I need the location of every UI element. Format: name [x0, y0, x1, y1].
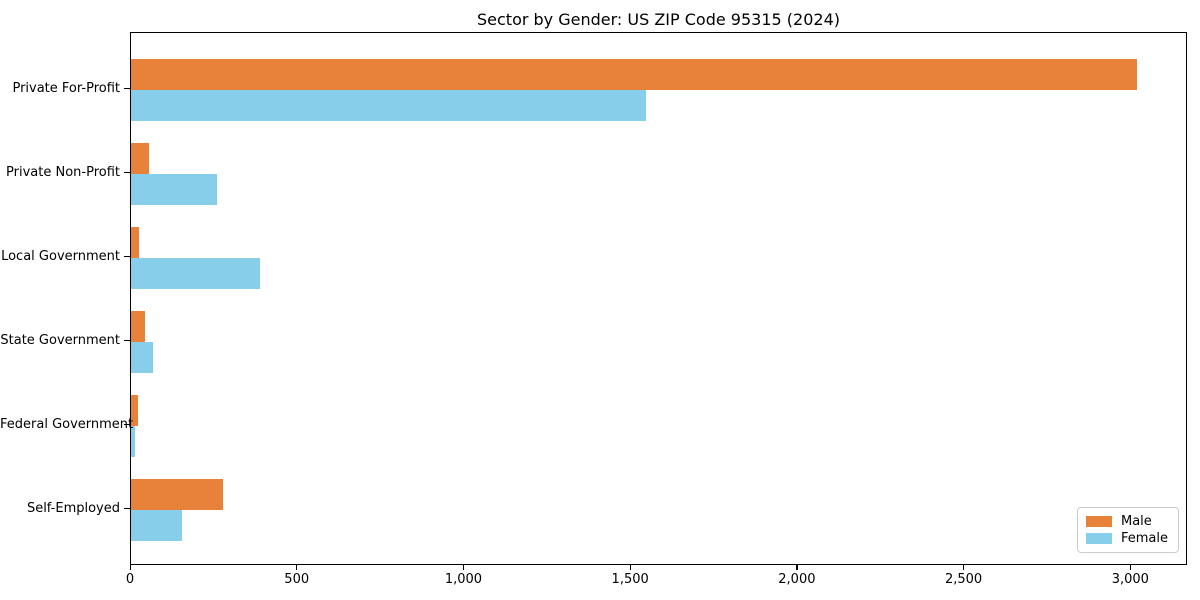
bar-male-federal-government	[131, 394, 139, 426]
legend-label-female: Female	[1120, 531, 1168, 546]
x-tick-label-2-500: 2,500	[944, 572, 983, 587]
y-tick-label-private-non-profit: Private Non-Profit	[6, 164, 120, 180]
y-tick-mark	[124, 508, 130, 510]
x-tick-label-500: 500	[284, 572, 310, 587]
y-tick-mark	[124, 424, 130, 426]
y-tick-mark	[124, 172, 130, 174]
legend: Male Female	[1076, 507, 1179, 553]
bar-female-local-government	[131, 257, 261, 289]
legend-entry-male: Male	[1085, 513, 1168, 530]
y-tick-label-state-government: State Government	[0, 332, 120, 348]
legend-swatch-female	[1085, 533, 1112, 544]
bar-female-self-employed	[131, 509, 183, 541]
bar-female-private-for-profit	[131, 89, 647, 121]
bar-female-state-government	[131, 341, 154, 373]
x-tick-mark	[1129, 565, 1131, 570]
legend-label-male: Male	[1120, 514, 1152, 529]
x-tick-label-1-500: 1,500	[611, 572, 649, 587]
bar-male-self-employed	[131, 478, 224, 510]
x-tick-mark	[462, 565, 465, 570]
x-tick-label-2-000: 2,000	[778, 572, 816, 587]
bar-male-private-for-profit	[131, 58, 1138, 90]
x-tick-mark	[129, 565, 131, 570]
bar-male-local-government	[131, 226, 139, 258]
bar-male-private-non-profit	[131, 142, 150, 174]
y-tick-mark	[124, 256, 130, 258]
y-tick-mark	[124, 88, 130, 90]
x-tick-mark	[796, 565, 798, 570]
chart-title: Sector by Gender: US ZIP Code 95315 (202…	[477, 10, 840, 29]
x-tick-label-0: 0	[125, 572, 135, 587]
bar-male-state-government	[131, 310, 145, 342]
x-tick-label-3-000: 3,000	[1111, 572, 1149, 587]
x-tick-mark	[629, 565, 631, 570]
legend-entry-female: Female	[1085, 530, 1168, 547]
y-tick-label-federal-government: Federal Government	[0, 416, 134, 432]
bar-female-private-non-profit	[131, 173, 218, 205]
y-tick-label-private-for-profit: Private For-Profit	[12, 80, 120, 96]
x-tick-mark	[296, 565, 298, 570]
bar-female-federal-government	[131, 425, 135, 457]
y-tick-label-local-government: Local Government	[1, 248, 120, 264]
y-tick-label-self-employed: Self-Employed	[26, 500, 120, 516]
y-tick-mark	[124, 340, 130, 342]
legend-swatch-male	[1085, 516, 1112, 527]
plot-area: Male Female	[130, 32, 1187, 565]
x-tick-mark	[963, 565, 965, 570]
x-tick-label-1-000: 1,000	[444, 572, 483, 587]
